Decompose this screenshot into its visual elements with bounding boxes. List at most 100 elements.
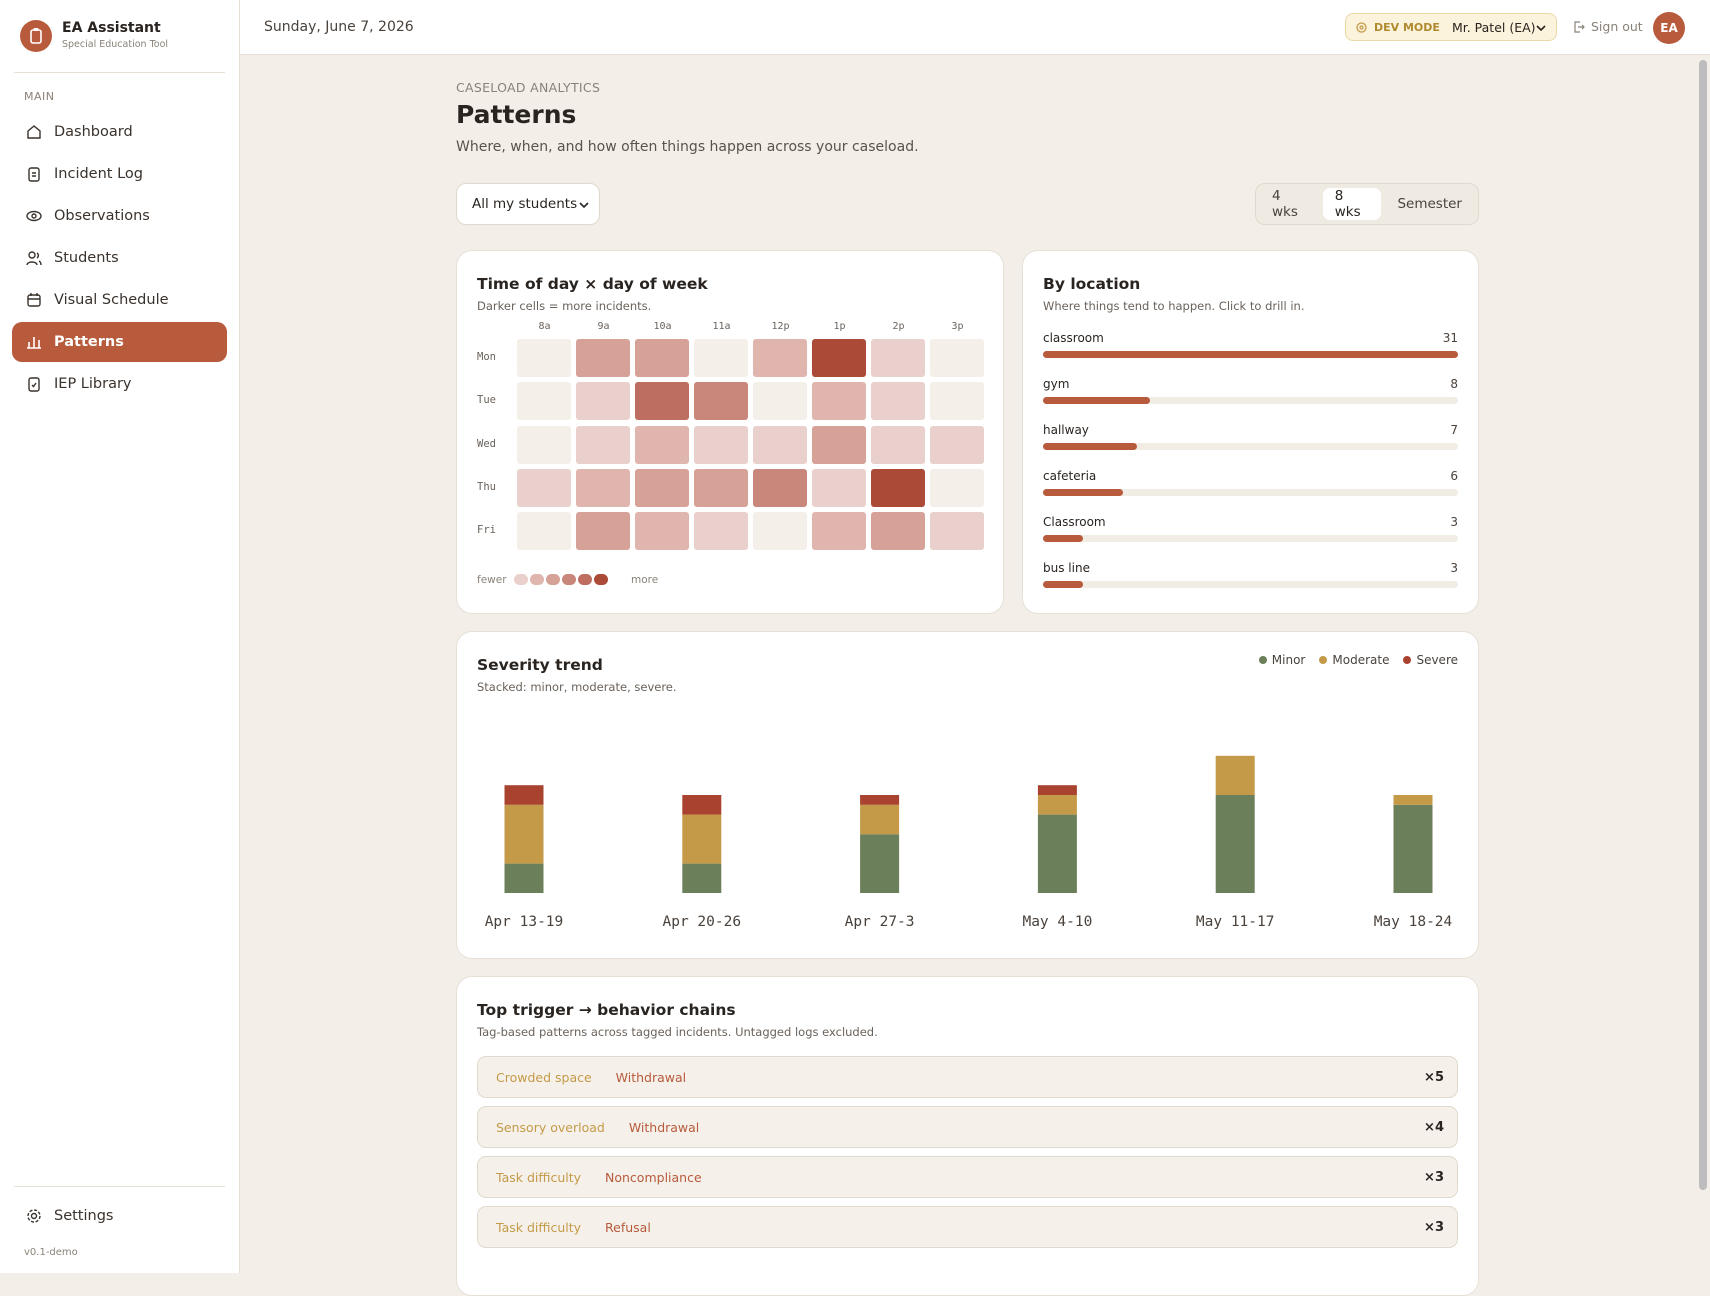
x-label: May 4-10 bbox=[1022, 914, 1092, 930]
location-bar bbox=[1043, 351, 1458, 358]
nav-item[interactable]: Visual Schedule bbox=[12, 280, 227, 320]
nav-label: Dashboard bbox=[54, 124, 133, 140]
dev-mode-switcher[interactable]: DEV MODE Mr. Patel (EA) bbox=[1345, 13, 1557, 41]
trigger: Sensory overload bbox=[496, 1119, 605, 1135]
severity-chart: Apr 13-19 Apr 20-26 Apr 27-3 May 4-10 May 11… bbox=[485, 755, 1453, 930]
day-label: Mon bbox=[477, 351, 496, 363]
nav-label: Visual Schedule bbox=[54, 292, 169, 308]
heat-cell bbox=[635, 512, 689, 551]
location-track[interactable] bbox=[1043, 535, 1458, 542]
heat-cell bbox=[930, 512, 984, 551]
logo bbox=[20, 20, 52, 52]
user-name: Mr. Patel (EA) bbox=[1451, 19, 1536, 35]
range-option[interactable]: 8 wks bbox=[1322, 188, 1382, 220]
brand: EA Assistant bbox=[62, 20, 161, 36]
trigger: Crowded space bbox=[496, 1069, 592, 1085]
nav-item[interactable]: Incident Log bbox=[12, 154, 227, 194]
location-name[interactable]: classroom bbox=[1043, 331, 1104, 345]
heat-cell bbox=[930, 468, 984, 507]
severity-bar bbox=[1037, 785, 1077, 795]
triggers-card: Top trigger → behavior chains Tag-based … bbox=[456, 976, 1479, 1296]
nav-item[interactable]: Settings bbox=[12, 1196, 227, 1236]
nav-item[interactable]: Dashboard bbox=[12, 112, 227, 152]
nav-label: Patterns bbox=[54, 334, 124, 350]
location-name[interactable]: hallway bbox=[1043, 423, 1089, 437]
sign-out[interactable]: Sign out bbox=[1573, 19, 1643, 34]
nav-item[interactable]: Students bbox=[12, 238, 227, 278]
nav-section: MAIN bbox=[24, 90, 55, 103]
location-name[interactable]: gym bbox=[1043, 377, 1070, 391]
location-count: 7 bbox=[1450, 423, 1458, 437]
page-title: Patterns bbox=[456, 100, 577, 129]
heat-cell bbox=[812, 425, 866, 464]
severity-bar bbox=[1393, 804, 1433, 893]
hour-label: 2p bbox=[892, 321, 905, 332]
location-track[interactable] bbox=[1043, 397, 1458, 404]
severity-card: Severity trend Stacked: minor, moderate,… bbox=[456, 631, 1479, 959]
heat-cell bbox=[753, 382, 807, 421]
legend-item: Minor bbox=[1258, 653, 1306, 667]
divider bbox=[14, 72, 225, 73]
hour-label: 8a bbox=[538, 321, 551, 332]
trigger: Task difficulty bbox=[496, 1169, 582, 1185]
location-name[interactable]: bus line bbox=[1043, 561, 1090, 575]
location-name[interactable]: cafeteria bbox=[1043, 469, 1097, 483]
heat-cell bbox=[930, 382, 984, 421]
range-option[interactable]: Semester bbox=[1397, 196, 1462, 212]
hour-label: 9a bbox=[597, 321, 610, 332]
heat-cell bbox=[812, 382, 866, 421]
location-name[interactable]: Classroom bbox=[1043, 515, 1106, 529]
severity-bar bbox=[504, 804, 544, 864]
avatar[interactable]: EA bbox=[1653, 12, 1685, 44]
trigger-row[interactable]: Sensory overload Withdrawal ×4 bbox=[477, 1106, 1458, 1148]
trigger-row[interactable]: Task difficulty Noncompliance ×3 bbox=[477, 1156, 1458, 1198]
legend-high: more bbox=[631, 574, 659, 586]
legend-item: Moderate bbox=[1319, 653, 1389, 667]
behavior: Refusal bbox=[605, 1219, 651, 1235]
heat-cell bbox=[871, 425, 925, 464]
trigger-row[interactable]: Crowded space Withdrawal ×5 bbox=[477, 1056, 1458, 1098]
topbar: Sunday, June 7, 2026 DEV MODE Mr. Patel … bbox=[240, 0, 1710, 55]
severity-bar bbox=[860, 795, 900, 805]
trigger-row[interactable]: Task difficulty Refusal ×3 bbox=[477, 1206, 1458, 1248]
trigger: Task difficulty bbox=[496, 1219, 582, 1235]
legend-label: Minor bbox=[1271, 653, 1306, 667]
location-count: 8 bbox=[1450, 377, 1458, 391]
location-track[interactable] bbox=[1043, 443, 1458, 450]
legend-swatch bbox=[530, 574, 544, 585]
nav-item[interactable]: IEP Library bbox=[12, 364, 227, 404]
location-track[interactable] bbox=[1043, 489, 1458, 496]
location-track[interactable] bbox=[1043, 351, 1458, 358]
legend-low: fewer bbox=[477, 574, 507, 586]
heat-cell bbox=[576, 425, 630, 464]
heat-cell bbox=[694, 512, 748, 551]
severity-bar bbox=[860, 834, 900, 893]
x-label: May 18-24 bbox=[1374, 914, 1453, 930]
scrollbar[interactable] bbox=[1699, 60, 1707, 1190]
dev-mode-label: DEV MODE bbox=[1374, 20, 1440, 34]
card-subtitle: Stacked: minor, moderate, severe. bbox=[477, 680, 677, 694]
legend-dot bbox=[1403, 656, 1412, 664]
severity-bar bbox=[1393, 795, 1433, 805]
nav-item[interactable]: Observations bbox=[12, 196, 227, 236]
range-option[interactable]: 4 wks bbox=[1272, 188, 1298, 220]
student-select[interactable]: All my students bbox=[456, 183, 600, 225]
location-bar bbox=[1043, 535, 1084, 542]
day-label: Fri bbox=[477, 524, 496, 537]
location-count: 3 bbox=[1450, 515, 1458, 529]
heat-cell bbox=[635, 339, 689, 377]
heat-cell bbox=[871, 512, 925, 551]
severity-bar bbox=[1215, 755, 1255, 795]
heat-cell bbox=[576, 382, 630, 421]
date: Sunday, June 7, 2026 bbox=[264, 19, 414, 35]
heat-cell bbox=[576, 468, 630, 507]
range-toggle: 4 wks 8 wks Semester bbox=[1255, 183, 1479, 225]
sidebar: EA Assistant Special Education Tool MAIN… bbox=[0, 0, 240, 1273]
nav-item[interactable]: Patterns bbox=[12, 322, 227, 362]
tagline: Special Education Tool bbox=[62, 39, 169, 50]
heat-cell bbox=[753, 512, 807, 551]
card-subtitle: Darker cells = more incidents. bbox=[477, 299, 652, 313]
location-track[interactable] bbox=[1043, 581, 1458, 588]
